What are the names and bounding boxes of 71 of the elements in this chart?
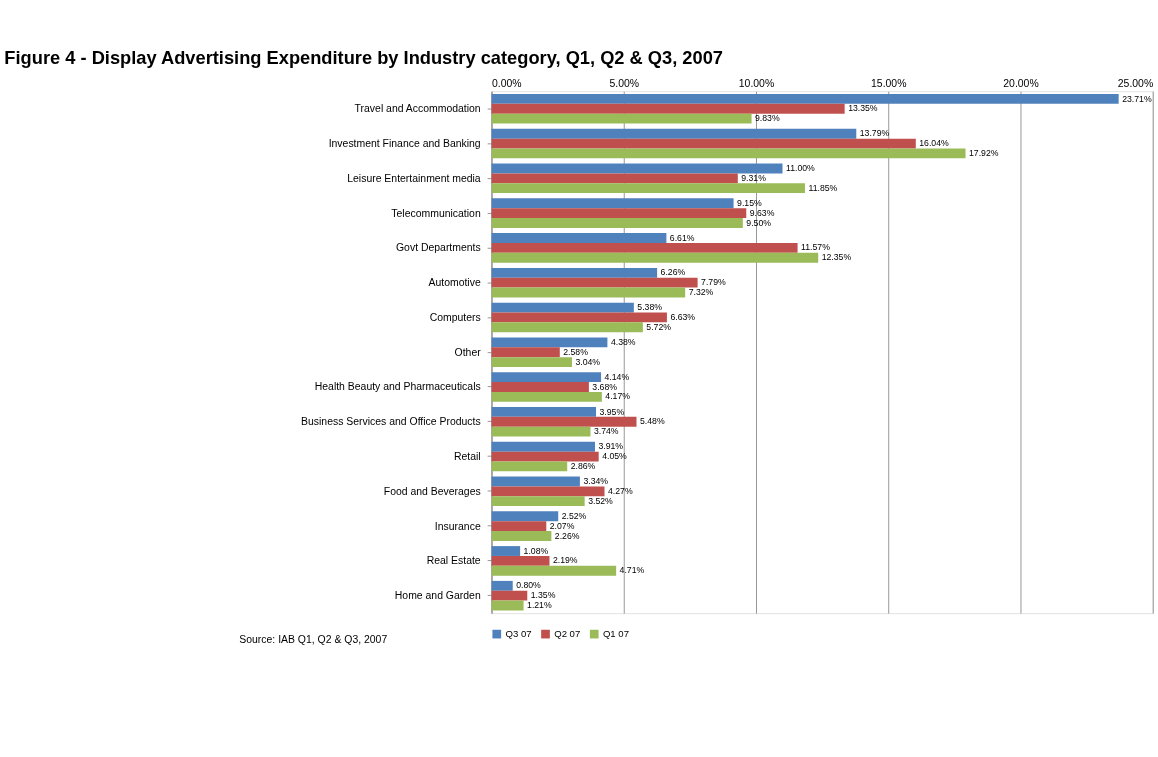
data-label: 3.34% [583, 476, 609, 487]
y-tick-label: Investment Finance and Banking [328, 138, 481, 150]
y-tick-label: Govt Departments [395, 242, 481, 254]
data-label: 2.26% [554, 530, 580, 541]
data-label: 2.52% [561, 510, 587, 521]
data-label: 5.48% [639, 416, 665, 427]
data-label: 4.14% [604, 371, 630, 382]
y-tick-label: Retail [454, 451, 481, 463]
data-label: 0.80% [516, 580, 542, 591]
data-label: 4.05% [602, 451, 628, 462]
data-label: 11.00% [785, 163, 816, 174]
y-tick-label: Other [454, 346, 482, 358]
data-label: 3.68% [592, 381, 618, 392]
y-tick-label: Travel and Accommodation [354, 103, 481, 115]
y-tick-label: Telecommunication [391, 207, 481, 219]
y-tick-label: Health Beauty and Pharmaceuticals [314, 381, 481, 393]
data-label: 2.58% [563, 346, 589, 357]
y-tick-label: Food and Beverages [383, 485, 481, 497]
x-tick-label: 0.00% [492, 78, 522, 90]
x-tick-label: 15.00% [871, 78, 907, 90]
x-tick-label: 20.00% [1003, 78, 1039, 90]
data-label: 7.79% [701, 277, 726, 288]
data-label: 5.72% [646, 321, 672, 332]
y-tick-label: Insurance [434, 520, 481, 532]
data-label: 4.71% [619, 565, 645, 576]
data-label: 3.74% [593, 426, 619, 437]
data-label: 3.52% [588, 495, 614, 506]
y-tick-label: Automotive [428, 277, 481, 289]
data-label: 6.63% [670, 312, 696, 323]
data-label: 12.35% [821, 252, 852, 263]
data-label: 3.04% [575, 356, 601, 367]
data-label: 1.08% [523, 545, 549, 556]
data-label: 13.79% [859, 128, 890, 139]
y-tick-label: Home and Garden [394, 590, 481, 602]
y-tick-label: Business Services and Office Products [301, 416, 481, 428]
x-tick-label: 25.00% [1117, 78, 1154, 90]
data-label: 1.35% [530, 590, 556, 601]
data-label: 9.15% [737, 197, 762, 208]
data-label: 4.17% [605, 391, 631, 402]
data-label: 17.92% [969, 148, 999, 159]
legend-label: Q3 07 [505, 627, 532, 639]
data-label: 3.91% [598, 441, 624, 452]
y-tick-label: Computers [429, 311, 481, 323]
data-label: 7.32% [688, 287, 714, 298]
data-label: 2.07% [549, 520, 575, 531]
data-label: 23.71% [1122, 93, 1152, 104]
data-label: 9.63% [749, 207, 775, 218]
data-label: 2.19% [552, 555, 578, 566]
y-tick-label: Real Estate [426, 555, 481, 567]
data-label: 9.31% [741, 172, 767, 183]
data-label: 4.27% [607, 485, 633, 496]
data-label: 13.35% [848, 103, 878, 114]
data-label: 4.38% [610, 336, 636, 347]
data-label: 1.21% [527, 600, 552, 611]
data-label: 2.86% [570, 461, 596, 472]
data-label: 9.83% [755, 113, 780, 124]
data-label: 9.50% [746, 217, 772, 228]
chart-title: Figure 4 - Display Advertising Expenditure by Industry category, Q1, Q2 & Q3, 2007 [4, 47, 724, 69]
data-label: 3.95% [599, 406, 625, 417]
x-tick-label: 10.00% [738, 78, 775, 90]
data-label: 5.38% [637, 302, 663, 313]
y-tick-label: Leisure Entertainment media [347, 172, 481, 184]
source-note: Source: IAB Q1, Q2 & Q3, 2007 [239, 633, 388, 645]
legend-label: Q2 07 [554, 627, 581, 639]
data-label: 16.04% [919, 138, 950, 149]
legend-label: Q1 07 [602, 627, 629, 639]
data-label: 6.26% [660, 267, 686, 278]
data-label: 6.61% [669, 232, 695, 243]
x-tick-label: 5.00% [609, 78, 640, 90]
data-label: 11.85% [808, 182, 838, 193]
data-label: 11.57% [801, 242, 831, 253]
